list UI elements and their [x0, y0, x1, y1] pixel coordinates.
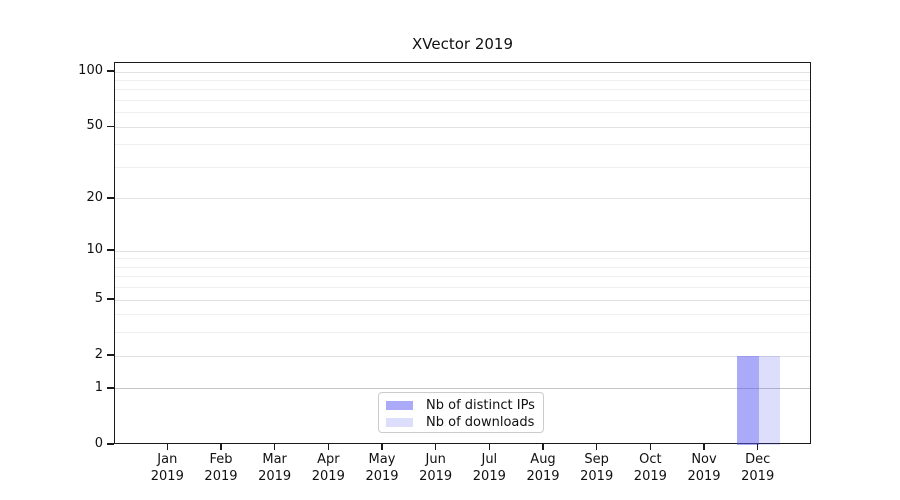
x-tick-label: Mar 2019	[258, 452, 292, 484]
y-axis-tick	[107, 249, 114, 251]
gridline-major	[115, 71, 810, 73]
y-tick-label: 5	[94, 291, 103, 307]
y-axis-tick	[107, 70, 114, 72]
x-tick-label: Dec 2019	[741, 452, 775, 484]
gridline-minor	[115, 100, 810, 102]
gridline-minor	[115, 276, 810, 278]
x-tick-label: Sep 2019	[580, 452, 614, 484]
x-axis-tick	[488, 444, 491, 450]
gridline-minor	[115, 314, 810, 316]
y-tick-label: 100	[78, 63, 103, 79]
gridline-minor	[115, 266, 810, 268]
gridline-major	[115, 388, 810, 390]
gridline-major	[115, 299, 810, 301]
bar	[737, 356, 759, 445]
plot-area	[114, 62, 811, 445]
y-axis-tick	[107, 197, 114, 199]
x-tick-label: Aug 2019	[526, 452, 560, 484]
x-axis-tick	[595, 444, 598, 450]
x-axis-tick	[756, 444, 759, 450]
x-axis-tick	[542, 444, 544, 450]
x-tick-label: Feb 2019	[204, 452, 238, 484]
y-axis-tick	[107, 125, 114, 128]
x-axis-tick	[273, 444, 276, 450]
y-axis-tick	[107, 387, 114, 389]
x-tick-label: Jun 2019	[419, 452, 453, 484]
gridline-minor	[115, 332, 810, 334]
y-axis-tick	[107, 443, 114, 445]
gridline-major	[115, 126, 810, 128]
x-tick-label: Apr 2019	[311, 452, 345, 484]
gridline-minor	[115, 144, 810, 146]
y-tick-label: 0	[94, 436, 103, 451]
legend-label: Nb of distinct IPs	[426, 397, 535, 413]
legend-swatch	[386, 417, 413, 427]
chart-title: XVector 2019	[411, 35, 513, 53]
legend-swatch	[386, 400, 413, 410]
y-axis-tick	[107, 354, 114, 356]
x-tick-label: Jul 2019	[472, 452, 506, 484]
legend-item: Nb of downloads	[386, 414, 543, 430]
gridline-major	[115, 355, 810, 357]
x-axis-tick	[434, 444, 437, 450]
y-tick-label: 20	[86, 189, 103, 205]
x-axis-tick	[649, 444, 652, 450]
y-tick-label: 1	[94, 379, 103, 395]
legend: Nb of distinct IPs Nb of downloads	[378, 392, 544, 433]
x-axis-tick	[327, 444, 330, 450]
y-tick-label: 2	[94, 347, 103, 363]
x-axis-tick	[703, 444, 705, 450]
x-tick-label: Nov 2019	[687, 452, 721, 484]
x-axis-tick	[381, 444, 383, 450]
legend-label: Nb of downloads	[426, 414, 535, 430]
gridline-minor	[115, 79, 810, 81]
y-axis-tick	[107, 298, 114, 300]
gridline-major	[115, 250, 810, 252]
x-tick-label: Oct 2019	[633, 452, 667, 484]
gridline-minor	[115, 167, 810, 168]
gridline-minor	[115, 258, 810, 260]
legend-item: Nb of distinct IPs	[386, 397, 543, 413]
gridline-major	[115, 198, 810, 200]
y-tick-label: 10	[86, 242, 103, 258]
x-axis-tick	[166, 444, 169, 450]
bar	[758, 356, 781, 445]
gridline-minor	[115, 89, 810, 91]
x-tick-label: Jan 2019	[150, 452, 184, 484]
y-tick-label: 50	[86, 118, 103, 134]
x-tick-label: May 2019	[365, 452, 399, 484]
gridline-minor	[115, 287, 810, 289]
gridline-minor	[115, 112, 810, 114]
x-axis-tick	[220, 444, 222, 450]
